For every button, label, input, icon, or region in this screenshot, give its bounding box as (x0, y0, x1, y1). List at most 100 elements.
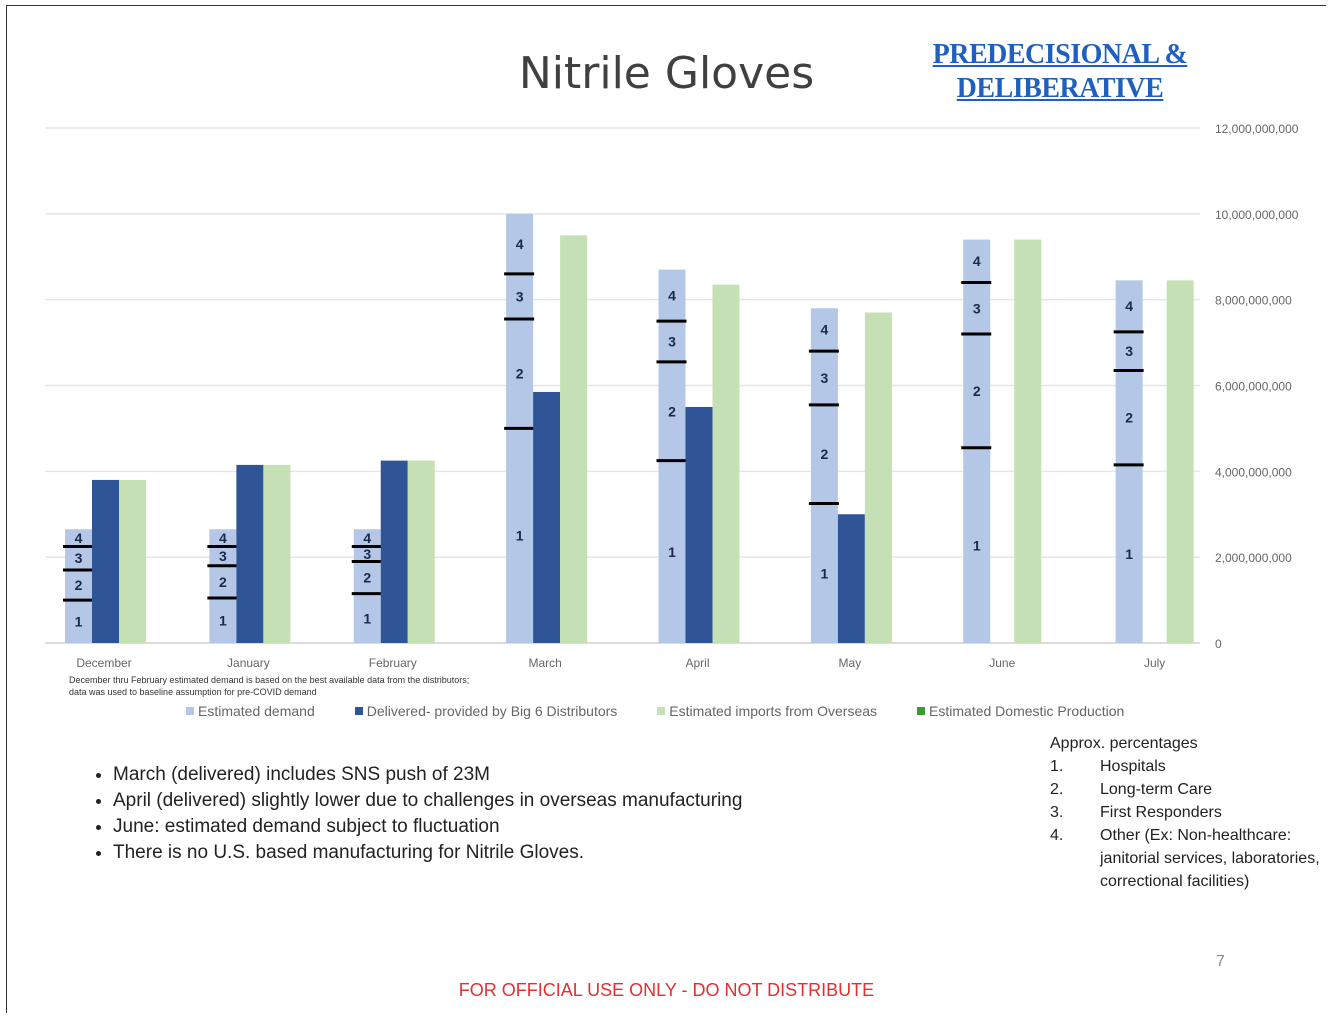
segment-label: 2 (973, 383, 981, 399)
segment-label: 1 (363, 610, 371, 626)
segment-label: 1 (820, 565, 828, 581)
legend-swatch (917, 707, 926, 715)
legend-item-imports: Estimated imports from Overseas (657, 703, 877, 719)
y-tick-label: 8,000,000,000 (1215, 294, 1292, 308)
percentages-item: 4. Other (Ex: Non-healthcare: janitorial… (1050, 824, 1320, 893)
percentages-item: 3. First Responders (1050, 801, 1320, 824)
page-number: 7 (1216, 953, 1225, 970)
x-tick-label: May (839, 656, 862, 670)
percentages-key: Approx. percentages 1. Hospitals 2. Long… (1050, 735, 1320, 893)
segment-label: 1 (1125, 546, 1133, 562)
bar-imports (712, 284, 740, 643)
bar-imports (1014, 239, 1042, 644)
percentages-item-number: 2. (1050, 781, 1064, 798)
note-item: March (delivered) includes SNS push of 2… (113, 764, 742, 786)
segment-label: 1 (516, 528, 524, 544)
percentages-item-number: 1. (1050, 758, 1064, 775)
segment-label: 4 (219, 530, 227, 546)
bar-estimated-demand (209, 529, 237, 643)
legend-swatch (186, 707, 194, 715)
y-tick-label: 6,000,000,000 (1215, 380, 1292, 394)
segment-label: 1 (668, 544, 676, 560)
note-item: April (delivered) slightly lower due to … (113, 790, 742, 812)
segment-label: 2 (219, 574, 227, 590)
bar-estimated-demand (658, 269, 686, 643)
segment-label: 1 (75, 614, 83, 630)
percentages-item-label: Other (Ex: Non-healthcare: janitorial se… (1100, 827, 1320, 890)
bar-delivered (236, 464, 264, 643)
legend-label: Estimated imports from Overseas (669, 703, 878, 719)
predecisional-stamp: PREDECISIONAL & DELIBERATIVE (905, 38, 1215, 106)
official-use-notice: FOR OFFICIAL USE ONLY - DO NOT DISTRIBUT… (458, 980, 875, 1000)
y-tick-label: 2,000,000,000 (1215, 551, 1292, 565)
bar-estimated-demand (810, 308, 838, 643)
legend-label: Estimated Domestic Production (929, 703, 1125, 719)
percentages-item-number: 4. (1050, 827, 1064, 844)
bar-estimated-demand (963, 239, 991, 644)
segment-label: 1 (973, 537, 981, 553)
percentages-item-number: 3. (1050, 804, 1064, 821)
legend-label: Delivered- provided by Big 6 Distributor… (366, 703, 618, 719)
bar-estimated-demand (353, 529, 381, 643)
percentages-item-label: Hospitals (1100, 758, 1166, 775)
segment-label: 2 (516, 366, 524, 382)
segment-label: 4 (668, 287, 676, 303)
chart-footnote: December thru February estimated demand … (69, 675, 470, 697)
percentages-item-label: First Responders (1100, 804, 1222, 821)
y-tick-label: 10,000,000,000 (1215, 208, 1299, 222)
segment-label: 3 (668, 334, 676, 350)
segment-label: 4 (516, 236, 524, 252)
segment-label: 2 (820, 446, 828, 462)
y-tick-label: 12,000,000,000 (1215, 122, 1299, 136)
percentages-item-label: Long-term Care (1100, 781, 1213, 798)
slide-frame (6, 5, 1326, 1013)
bar-imports (864, 312, 892, 643)
stamp-line-2: DELIBERATIVE (956, 73, 1164, 104)
legend-item-delivered: Delivered- provided by Big 6 Distributor… (354, 703, 618, 719)
bar-delivered (837, 514, 865, 643)
y-tick-label: 0 (1215, 637, 1222, 651)
percentages-item: 1. Hospitals (1050, 755, 1320, 778)
segment-label: 2 (363, 570, 371, 586)
notes-list: March (delivered) includes SNS push of 2… (85, 764, 742, 868)
x-tick-label: June (989, 656, 1015, 670)
segment-label: 4 (75, 530, 83, 546)
segment-label: 4 (820, 322, 828, 338)
segment-label: 4 (363, 530, 371, 546)
segment-label: 3 (973, 300, 981, 316)
percentages-title: Approx. percentages (1050, 735, 1198, 752)
bar-delivered (533, 391, 561, 643)
segment-label: 3 (1125, 343, 1133, 359)
bar-imports (263, 464, 291, 643)
bar-delivered (92, 479, 119, 643)
legend-label: Estimated demand (198, 703, 315, 719)
x-tick-label: December (76, 656, 131, 670)
legend-swatch (657, 707, 666, 715)
segment-label: 3 (363, 546, 371, 562)
bar-imports (560, 235, 588, 643)
segment-label: 2 (1125, 410, 1133, 426)
segment-label: 3 (219, 548, 227, 564)
segment-label: 3 (516, 288, 524, 304)
percentages-item: 2. Long-term Care (1050, 778, 1320, 801)
segment-label: 4 (973, 253, 981, 269)
segment-label: 2 (668, 403, 676, 419)
bar-estimated-demand (1115, 280, 1143, 643)
chart-legend: Estimated demand Delivered- provided by … (186, 703, 1124, 719)
x-tick-label: March (528, 656, 561, 670)
chart-title: Nitrile Gloves (518, 48, 815, 99)
segment-label: 3 (820, 370, 828, 386)
segment-label: 1 (219, 612, 227, 628)
legend-item-domestic: Estimated Domestic Production (917, 703, 1124, 719)
bar-chart: 0 2,000,000,000 4,000,000,000 6,000,000,000… (45, 122, 1299, 670)
bar-imports (1166, 280, 1194, 643)
legend-swatch (354, 707, 363, 715)
stamp-line-1: PREDECISIONAL & (932, 39, 1188, 70)
note-item: June: estimated demand subject to fluctu… (113, 816, 742, 838)
x-tick-label: February (369, 656, 417, 670)
x-tick-label: January (227, 656, 270, 670)
bar-delivered (380, 460, 408, 643)
bar-imports (119, 479, 146, 643)
segment-label: 4 (1125, 298, 1133, 314)
bar-estimated-demand (65, 529, 92, 643)
